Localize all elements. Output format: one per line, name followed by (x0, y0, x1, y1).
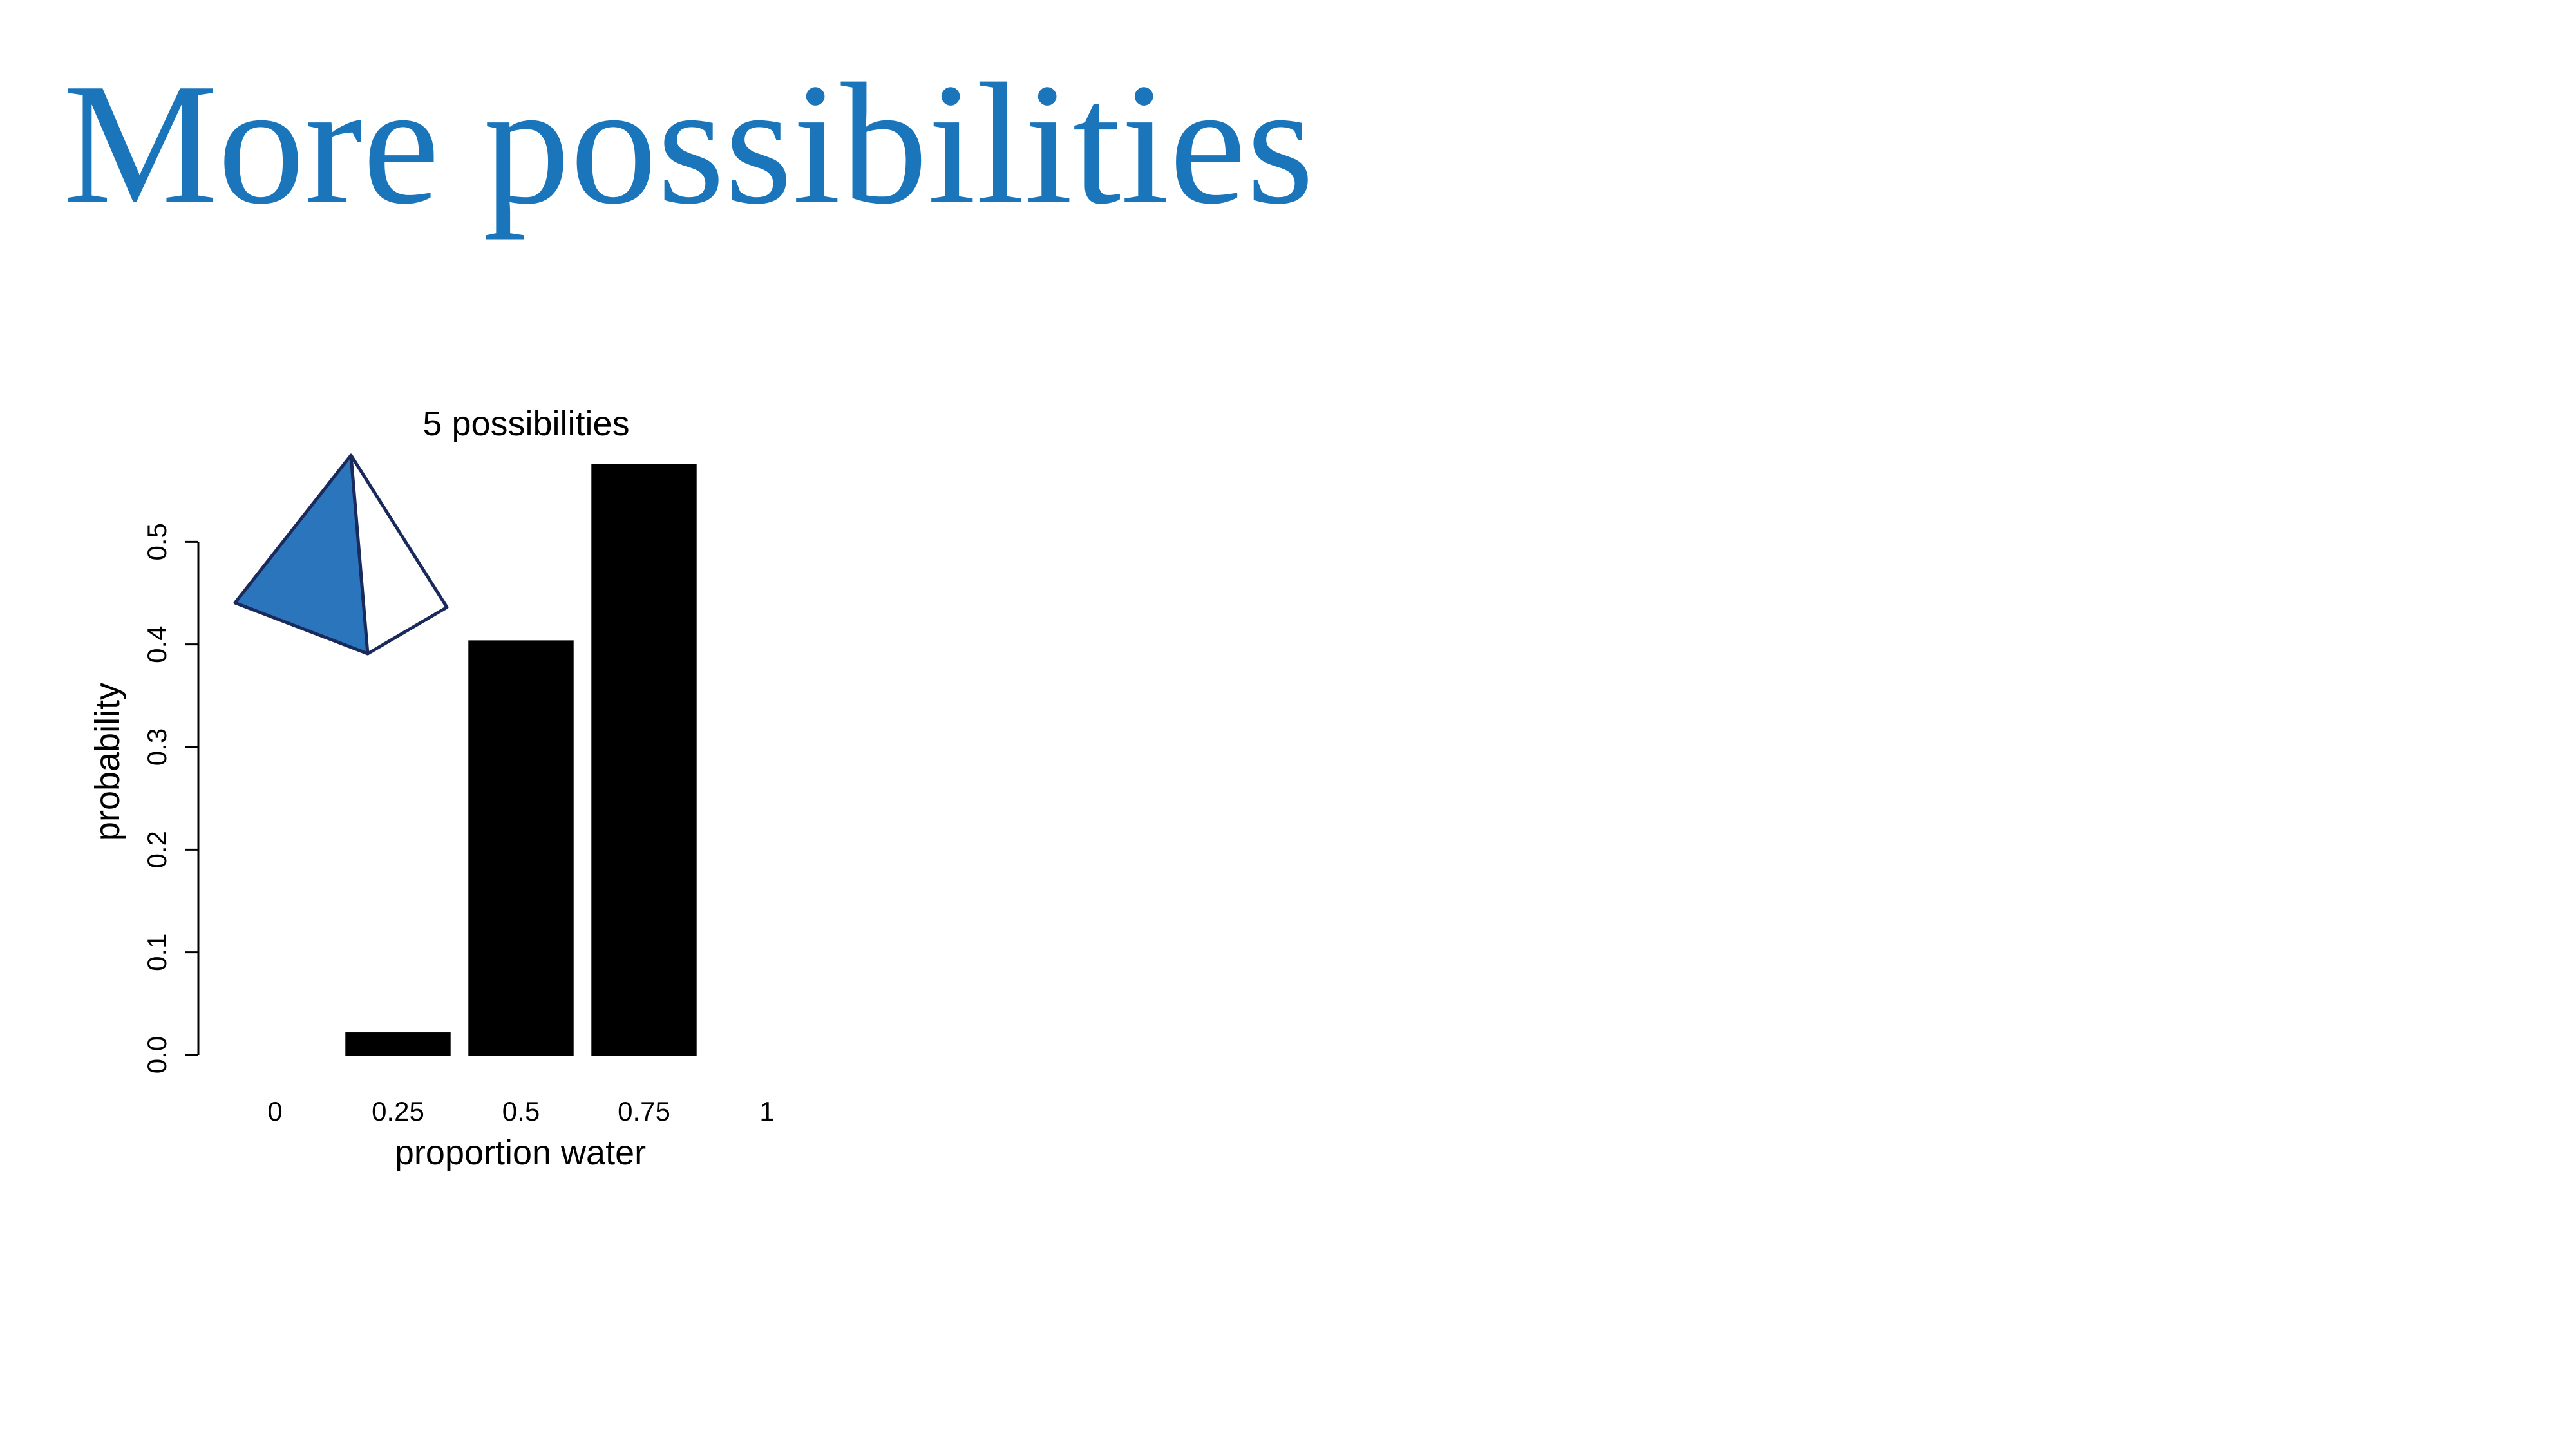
slide-title: More possibilities (63, 48, 1314, 240)
y-tick-label: 0.4 (142, 625, 172, 663)
tetrahedron-icon (233, 453, 449, 656)
x-tick-label: 0.5 (502, 1096, 540, 1126)
y-tick-label: 0.3 (142, 728, 172, 766)
bar (345, 1032, 451, 1056)
bar (468, 640, 574, 1056)
x-tick-label: 1 (759, 1096, 774, 1126)
y-tick-label: 0.1 (142, 933, 172, 971)
y-tick-label: 0.5 (142, 523, 172, 560)
bar (591, 464, 697, 1056)
y-axis-label: probability (88, 683, 127, 841)
x-axis-label: proportion water (395, 1133, 646, 1172)
x-tick-label: 0 (267, 1096, 282, 1126)
y-tick-label: 0.0 (142, 1036, 172, 1074)
chart-title: 5 possibilities (422, 404, 629, 443)
y-tick-label: 0.2 (142, 831, 172, 868)
x-tick-label: 0.75 (618, 1096, 670, 1126)
x-tick-label: 0.25 (372, 1096, 424, 1126)
